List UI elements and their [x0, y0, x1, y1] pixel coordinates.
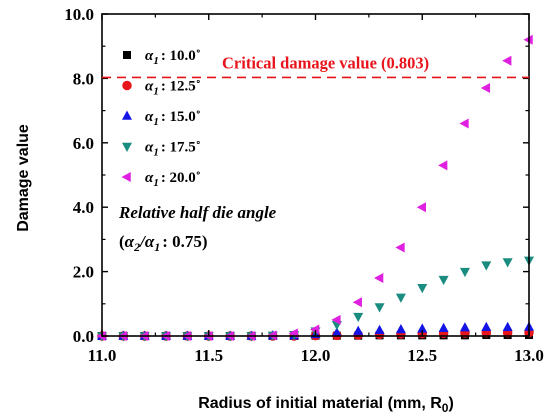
- axes: [101, 13, 530, 337]
- data-point-s4-11: [331, 314, 341, 325]
- data-point-s4-19: [502, 55, 512, 66]
- data-point-s4-12: [352, 297, 362, 308]
- y-tick-label-4: 8.0: [73, 69, 94, 88]
- x-tick-label-4: 13.0: [514, 346, 544, 365]
- data-point-s3-12: [353, 312, 364, 323]
- x-tick-label-1: 11.5: [194, 346, 223, 365]
- legend-label-2: α1: 15.0˚: [145, 109, 201, 128]
- data-point-s3-14: [395, 293, 406, 303]
- data-point-s2-12: [353, 325, 364, 335]
- y-tick-label-3: 6.0: [73, 134, 94, 153]
- legend-label-3: α1: 17.5˚: [145, 140, 201, 159]
- data-point-s3-18: [481, 261, 492, 271]
- annotation-line1: Relative half die angle: [118, 203, 277, 222]
- annotation-line2: (α2/α1: 0.75): [119, 232, 208, 254]
- data-point-s4-20: [523, 34, 533, 45]
- critical-line-group: Critical damage value (0.803): [102, 53, 529, 79]
- y-tick-label-5: 10.0: [64, 5, 94, 24]
- legend-label-1: α1: 12.5˚: [145, 79, 201, 98]
- x-axis-title: Radius of initial material (mm, R0): [198, 395, 454, 415]
- data-point-s4-16: [438, 160, 448, 171]
- data-point-s3-17: [459, 267, 470, 278]
- y-tick-label-1: 2.0: [73, 263, 94, 282]
- data-point-s4-10: [310, 324, 320, 335]
- critical-damage-label: Critical damage value (0.803): [222, 53, 429, 72]
- legend-marker-4: [121, 172, 131, 182]
- data-point-s4-0: [96, 331, 106, 341]
- x-tick-label-2: 12.0: [301, 346, 331, 365]
- x-tick-label-3: 12.5: [407, 346, 437, 365]
- data-point-s2-16: [438, 322, 449, 333]
- legend-marker-3: [122, 142, 132, 152]
- data-point-s2-18: [481, 321, 492, 332]
- data-point-s2-17: [459, 322, 470, 332]
- data-point-s4-13: [374, 273, 384, 284]
- annotation: Relative half die angle (α2/α1: 0.75): [118, 203, 277, 254]
- data-point-s4-15: [416, 202, 426, 213]
- data-point-s2-13: [374, 324, 385, 334]
- x-tick-label-0: 11.0: [88, 346, 117, 365]
- data-point-s2-11: [331, 327, 342, 337]
- data-point-s2-15: [417, 323, 428, 333]
- data-point-s3-19: [502, 258, 513, 268]
- data-point-s2-14: [395, 324, 406, 334]
- legend-label-4: α1: 20.0˚: [145, 170, 201, 189]
- y-tick-label-2: 4.0: [73, 198, 94, 217]
- y-tick-label-0: 0.0: [73, 327, 94, 346]
- data-point-s2-19: [502, 321, 513, 332]
- legend-label-0: α1: 10.0˚: [145, 48, 201, 67]
- legend: α1: 10.0˚ α1: 12.5˚ α1: 15.0˚ α1: 17.5˚ α1: …: [121, 48, 201, 189]
- tick-labels: 11.0 11.5 12.0 12.5 13.0 0.0 2.0 4.0 6.0 8.0 10.0: [64, 5, 544, 365]
- y-axis-title: Damage value: [15, 124, 32, 232]
- data-point-s4-17: [459, 118, 469, 129]
- data-point-s4-14: [395, 242, 405, 253]
- legend-marker-1: [122, 80, 132, 91]
- data-point-s3-16: [438, 275, 449, 286]
- data-point-s4-18: [480, 83, 491, 94]
- data-point-s3-15: [417, 283, 428, 294]
- legend-marker-2: [122, 110, 132, 120]
- legend-marker-0: [123, 51, 131, 59]
- data-point-s3-13: [374, 303, 385, 313]
